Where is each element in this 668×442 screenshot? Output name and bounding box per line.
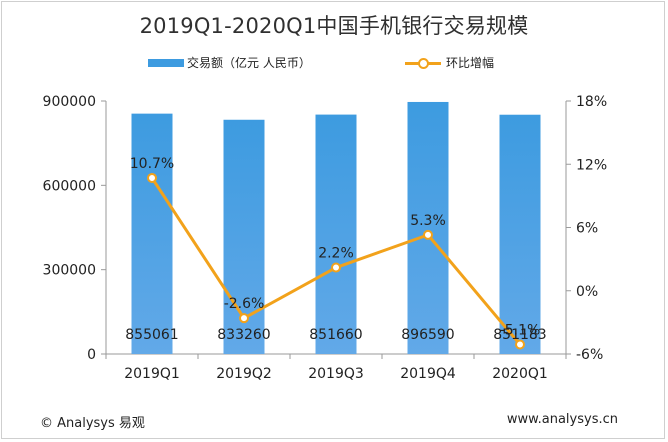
legend-bar-swatch (148, 59, 184, 67)
bar (407, 101, 449, 354)
bar-value-label: 851660 (309, 327, 362, 343)
y-left-tick-label: 600000 (43, 178, 96, 194)
legend-line-marker (418, 58, 429, 69)
growth-value-label: 10.7% (130, 156, 174, 172)
growth-value-label: 2.2% (318, 246, 354, 262)
bar-value-label: 855061 (125, 327, 178, 343)
growth-point (147, 172, 157, 183)
legend-line-label: 环比增幅 (446, 56, 495, 70)
bar-value-label: 833260 (217, 327, 270, 343)
y-right-tick-label: 0% (576, 284, 598, 300)
growth-value-label: -2.6% (224, 296, 265, 312)
footer-website: www.analysys.cn (506, 412, 618, 427)
x-tick-label: 2019Q1 (124, 366, 180, 382)
x-tick-label: 2019Q3 (308, 366, 364, 382)
footer-copyright: © Analysys 易观 (40, 416, 145, 431)
chart-title: 2019Q1-2020Q1中国手机银行交易规模 (139, 14, 529, 38)
y-left-tick-label: 300000 (43, 263, 96, 279)
y-right-tick-label: 6% (576, 221, 598, 237)
bar (315, 114, 357, 354)
bar-value-label: 851183 (493, 327, 546, 343)
growth-point (239, 313, 249, 324)
growth-point (331, 262, 341, 273)
legend-bar-label: 交易额（亿元 人民币） (187, 56, 311, 70)
bar (131, 113, 173, 355)
bar (499, 114, 541, 355)
y-left-tick-label: 900000 (43, 94, 96, 110)
growth-point (515, 339, 525, 350)
chart-legend: 交易额（亿元 人民币） 环比增幅 (0, 52, 668, 72)
y-right-tick-label: 12% (576, 157, 607, 173)
y-right-tick-label: 18% (576, 94, 607, 110)
x-tick-label: 2019Q4 (400, 366, 456, 382)
bar-value-label: 896590 (401, 327, 454, 343)
y-right-tick-label: -6% (576, 347, 603, 363)
y-left-tick-label: 0 (87, 347, 96, 363)
x-tick-label: 2020Q1 (492, 366, 548, 382)
growth-point (423, 229, 433, 240)
growth-value-label: -5.1% (500, 323, 541, 339)
growth-value-label: 5.3% (410, 213, 446, 229)
x-tick-label: 2019Q2 (216, 366, 272, 382)
